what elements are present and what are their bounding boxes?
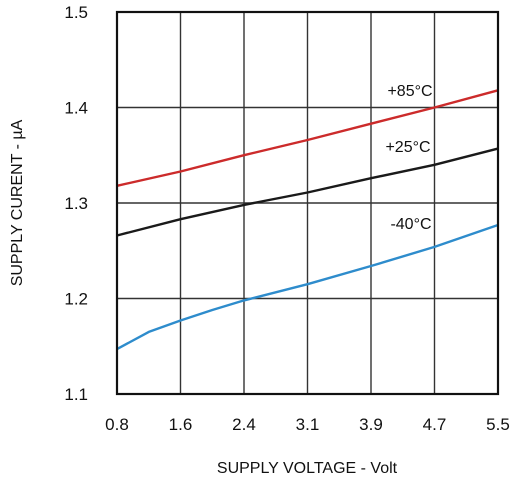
grid-lines	[117, 12, 498, 394]
series-label: +25°C	[385, 139, 430, 156]
series-label: -40°C	[390, 216, 431, 233]
y-tick-label: 1.2	[64, 290, 88, 309]
series-line	[116, 223, 499, 351]
y-tick-label: 1.5	[64, 3, 88, 22]
y-tick-label: 1.1	[64, 385, 88, 404]
y-tick-labels: 1.1 1.2 1.3 1.4 1.5	[64, 3, 88, 404]
x-tick-label: 1.6	[169, 415, 193, 434]
x-axis-label: SUPPLY VOLTAGE - Volt	[217, 460, 398, 477]
x-tick-label: 3.9	[359, 415, 383, 434]
series-line	[116, 147, 499, 237]
series-label: +85°C	[387, 83, 432, 100]
x-tick-label: 2.4	[232, 415, 256, 434]
series-lines	[116, 89, 499, 351]
x-tick-label: 3.1	[296, 415, 320, 434]
series-labels: +85°C +25°C -40°C	[385, 83, 432, 233]
x-tick-label: 4.7	[423, 415, 447, 434]
y-tick-label: 1.4	[64, 99, 88, 118]
x-tick-labels: 0.8 1.6 2.4 3.1 3.9 4.7 5.5	[105, 415, 510, 434]
y-axis-label: SUPPLY CURENT - µA	[9, 119, 26, 286]
x-tick-label: 0.8	[105, 415, 129, 434]
series-line	[116, 89, 499, 187]
y-tick-label: 1.3	[64, 194, 88, 213]
x-tick-label: 5.5	[486, 415, 510, 434]
plot-frame	[115, 10, 500, 396]
